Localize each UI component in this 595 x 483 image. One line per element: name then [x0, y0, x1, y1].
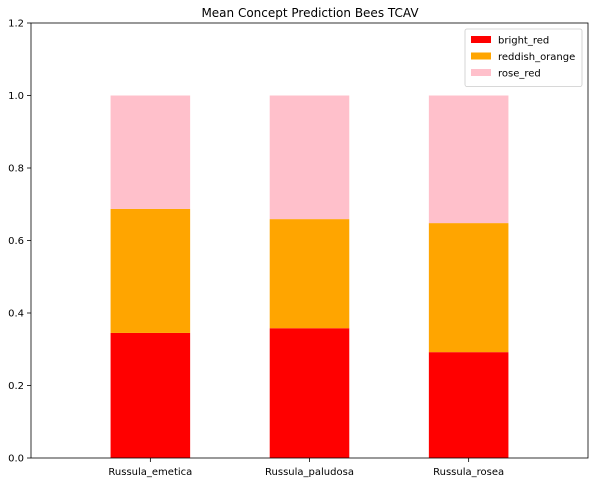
x-tick-label: Russula_paludosa [265, 467, 354, 478]
legend-label-bright_red: bright_red [498, 36, 549, 47]
y-tick-label: 0.2 [8, 381, 24, 392]
bar-reddish_orange-1 [269, 219, 350, 329]
axes-group: Russula_emetica Russula_paludosa Russula_r… [8, 19, 589, 478]
legend-label-reddish_orange: reddish_orange [498, 52, 575, 63]
y-tick-label: 1.2 [8, 19, 24, 30]
bar-bright_red-2 [428, 352, 509, 458]
bar-bright_red-1 [269, 328, 350, 458]
legend-swatch-rose_red [471, 69, 491, 76]
bar-rose_red-0 [110, 95, 191, 209]
legend-label-rose_red: rose_red [498, 69, 541, 80]
bars-group [110, 95, 509, 458]
legend-box [464, 28, 583, 87]
x-tick-label: Russula_rosea [433, 467, 504, 478]
y-tick-label: 0.4 [8, 309, 24, 320]
x-tick-label: Russula_emetica [108, 467, 192, 478]
y-tick-label: 0.6 [8, 236, 24, 247]
legend-swatch-bright_red [471, 36, 491, 43]
y-tick-label: 1.0 [8, 91, 24, 102]
chart-title: Mean Concept Prediction Bees TCAV [201, 6, 419, 20]
y-tick-label: 0.0 [8, 454, 24, 465]
y-tick-label: 0.8 [8, 164, 24, 175]
bar-bright_red-0 [110, 332, 191, 458]
legend: bright_red reddish_orange rose_red [464, 28, 583, 87]
legend-swatch-reddish_orange [471, 52, 491, 60]
bar-reddish_orange-2 [428, 223, 509, 353]
bar-rose_red-1 [269, 95, 350, 220]
bar-reddish_orange-0 [110, 208, 191, 333]
plot-frame [30, 22, 589, 459]
bar-rose_red-2 [428, 95, 509, 224]
